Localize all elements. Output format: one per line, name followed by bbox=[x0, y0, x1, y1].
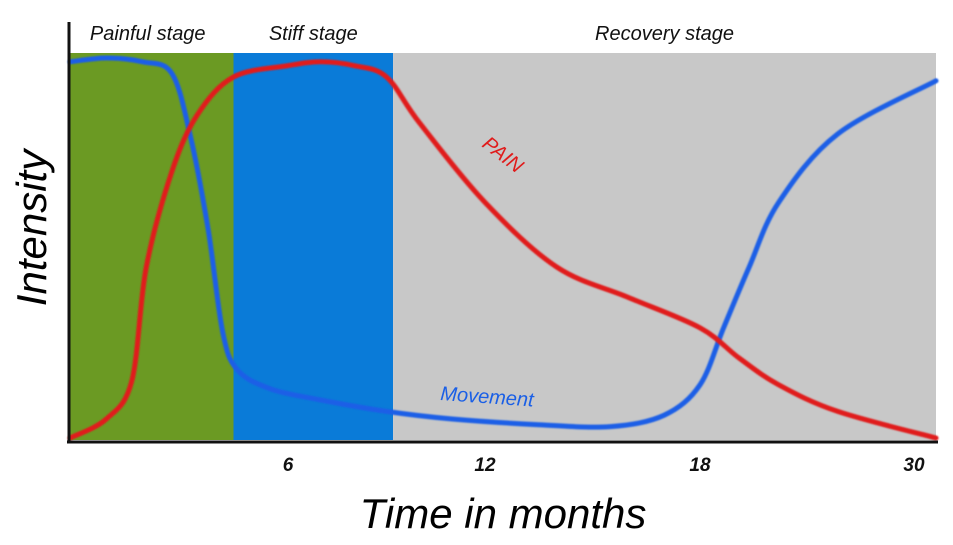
series-line-pain bbox=[67, 59, 939, 441]
x-axis-title: Time in months bbox=[360, 490, 647, 537]
series-line-movement bbox=[67, 55, 939, 430]
stage-bands bbox=[70, 53, 937, 440]
stage-band-1 bbox=[233, 53, 394, 440]
stage-label-0: Painful stage bbox=[90, 23, 206, 45]
x-tick-label-6: 6 bbox=[283, 455, 294, 476]
x-tick-labels: 6 12 18 30 bbox=[283, 455, 925, 476]
x-tick-label-12: 12 bbox=[474, 455, 496, 476]
y-axis-title: Intensity bbox=[8, 147, 55, 306]
x-tick-label-18: 18 bbox=[689, 455, 711, 476]
x-tick-label-30: 30 bbox=[903, 455, 925, 476]
stage-band-2 bbox=[393, 53, 937, 440]
series-lines bbox=[67, 55, 939, 441]
stage-label-2: Recovery stage bbox=[595, 23, 734, 45]
stage-label-1: Stiff stage bbox=[269, 23, 358, 45]
stage-labels: Painful stage Stiff stage Recovery stage bbox=[90, 23, 734, 45]
